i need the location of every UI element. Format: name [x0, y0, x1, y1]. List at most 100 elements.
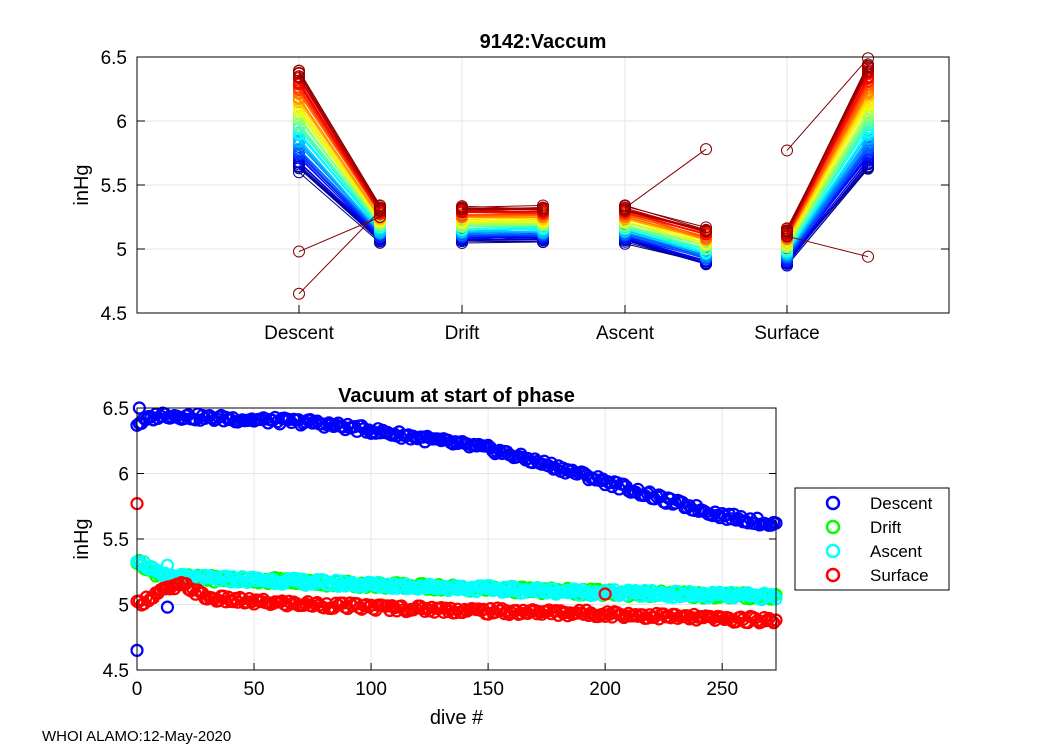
- tick-label-x: 0: [132, 679, 143, 700]
- series-line: [461, 225, 544, 230]
- data-point: [760, 614, 774, 628]
- outlier-marker: [293, 287, 305, 300]
- tick-label-x-surface: Surface: [754, 323, 819, 344]
- series-line: [461, 219, 544, 222]
- tick-label-y: 4.5: [101, 304, 127, 325]
- footer-label: WHOI ALAMO:12-May-2020: [42, 728, 232, 745]
- legend-label-descent: Descent: [870, 494, 933, 513]
- outlier-line: [624, 148, 707, 209]
- tick-label-y: 5.5: [103, 530, 129, 551]
- series-line: [786, 153, 869, 262]
- series-line: [461, 211, 544, 214]
- series-descent: [130, 406, 783, 532]
- series-line: [624, 217, 707, 241]
- series-line: [461, 204, 544, 208]
- series-marker: [537, 199, 549, 212]
- series-line: [461, 224, 544, 226]
- series-line: [786, 84, 869, 238]
- data-point: [158, 582, 172, 596]
- data-point: [373, 426, 388, 440]
- series-marker: [700, 223, 712, 236]
- outlier-marker: [619, 202, 631, 215]
- panel2-frame: [136, 407, 777, 671]
- series-line: [461, 210, 544, 213]
- tick-label-x-ascent: Ascent: [596, 323, 655, 344]
- series-line: [298, 84, 381, 214]
- series-line: [624, 234, 707, 260]
- legend-box: [794, 487, 950, 591]
- series-line: [786, 163, 869, 265]
- outlier-line: [786, 235, 869, 258]
- tick-label-y: 5: [116, 240, 127, 261]
- series-line: [298, 70, 381, 206]
- series-line: [624, 228, 707, 251]
- outlier-point: [598, 587, 612, 601]
- tick-label-x: 50: [243, 679, 264, 700]
- series-marker: [293, 65, 305, 78]
- panel2-xlabel: dive #: [430, 707, 484, 729]
- legend-marker-descent: [825, 495, 841, 511]
- outlier-marker: [374, 211, 386, 223]
- tick-label-x: 150: [472, 679, 504, 700]
- tick-label-y: 6: [118, 465, 129, 486]
- series-marker: [456, 201, 468, 214]
- series-line: [298, 134, 381, 229]
- data-point: [418, 604, 432, 618]
- tick-label-x: 200: [589, 679, 621, 700]
- tick-label-y: 6.5: [103, 399, 129, 420]
- tick-label-x-descent: Descent: [264, 323, 334, 344]
- outlier-line: [786, 57, 869, 151]
- tick-label-x: 100: [355, 679, 387, 700]
- legend-label-ascent: Ascent: [870, 542, 922, 561]
- series-line: [298, 98, 381, 219]
- series-line: [298, 97, 381, 217]
- outlier-point: [160, 558, 175, 572]
- series-line: [624, 209, 707, 232]
- tick-label-y: 4.5: [103, 661, 129, 682]
- data-point: [767, 589, 781, 603]
- series-line: [786, 64, 869, 231]
- tick-label-y: 5: [118, 596, 129, 617]
- series-line: [786, 167, 869, 266]
- series-line: [624, 225, 707, 249]
- data-point: [209, 571, 224, 585]
- series-line: [786, 110, 869, 245]
- series-line: [298, 75, 381, 210]
- data-point: [434, 433, 448, 448]
- data-point: [767, 616, 781, 630]
- series-line: [461, 224, 544, 228]
- series-line: [298, 161, 381, 240]
- tick-label-y: 5.5: [101, 176, 127, 197]
- series-line: [786, 155, 869, 263]
- legend-marker-surface: [825, 567, 841, 583]
- series-line: [298, 77, 381, 212]
- series-line: [786, 88, 869, 239]
- series-line: [298, 153, 381, 236]
- outlier-marker: [781, 230, 793, 243]
- series-line: [786, 130, 869, 253]
- outlier-line: [298, 216, 381, 253]
- series-line: [298, 138, 381, 233]
- panel1-series: [293, 58, 874, 272]
- outlier-line: [298, 210, 381, 295]
- series-marker: [781, 224, 793, 237]
- outlier-marker: [374, 204, 386, 217]
- series-line: [298, 112, 381, 223]
- panel1-title: 9142:Vaccum: [480, 31, 607, 53]
- tick-label-x-drift: Drift: [445, 323, 481, 344]
- outlier-marker: [781, 144, 793, 157]
- series-line: [461, 230, 544, 233]
- outlier-marker: [293, 245, 305, 258]
- series-line: [786, 158, 869, 264]
- tick-label-x: 250: [706, 679, 738, 700]
- series-line: [786, 120, 869, 251]
- series-line: [624, 216, 707, 239]
- panel1-frame: [136, 56, 950, 314]
- data-point: [415, 601, 430, 616]
- legend-label-drift: Drift: [870, 518, 901, 537]
- series-line: [786, 143, 869, 257]
- tick-label-y: 6.5: [101, 48, 127, 69]
- legend-label-surface: Surface: [870, 566, 929, 585]
- series-line: [461, 214, 544, 218]
